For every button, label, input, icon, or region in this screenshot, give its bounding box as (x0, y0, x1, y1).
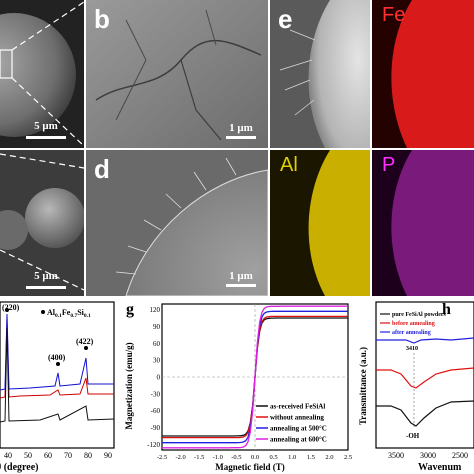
sem-image-d (86, 150, 268, 296)
p-map-image (372, 150, 474, 296)
xrd-xtick: 60 (44, 451, 52, 460)
legend-marker (41, 310, 45, 314)
ftir-panel-h: h Transmittance (a.u.) pure FeSiAl powde… (356, 298, 474, 474)
scale-label: 1 μm (229, 270, 253, 282)
peak-label-400: (400) (48, 353, 66, 362)
annotation-3410: 3410 (406, 346, 418, 352)
legend-ftir: pure FeSiAl powders (392, 312, 447, 318)
scale-label: 1 μm (229, 122, 253, 134)
g-legend-label: annealing at 600°C (270, 436, 327, 444)
peak-label-220: (220) (2, 303, 20, 312)
sem-panel-c: 5 μm (0, 150, 84, 296)
peak-marker (5, 308, 9, 312)
g-xtick: 0.0 (251, 454, 259, 461)
xrd-series-black (0, 327, 115, 423)
g-xtick: 1.0 (288, 454, 296, 461)
panel-label-h: h (442, 301, 451, 318)
xrd-xtick: 90 (104, 451, 112, 460)
xrd-xtick: 80 (84, 451, 92, 460)
sem-panel-d: d 1 μm (86, 150, 268, 296)
ftir-series-blue (376, 337, 474, 344)
scale-bar (26, 136, 66, 139)
xrd-series-blue (0, 313, 114, 391)
fe-map-image (372, 0, 474, 148)
ftir-series-red (376, 367, 474, 389)
legend-ftir: after annealing (392, 330, 431, 336)
g-xtick: -1.5 (194, 454, 204, 461)
xrd-plot: 40 50 60 70 80 90 (220) (400) (422) Al0.… (0, 301, 115, 473)
g-legend-label: without annealing (270, 414, 324, 422)
g-xtick: -2.0 (175, 454, 185, 461)
panel-label: b (94, 4, 110, 34)
element-label-p: P (382, 154, 396, 176)
g-ytick: 0 (157, 374, 161, 382)
g-ytick: 60 (153, 340, 161, 348)
g-ytick: 30 (153, 357, 161, 365)
ftir-series-black (376, 400, 474, 427)
g-ytick: -90 (151, 424, 161, 432)
scale-bar (226, 136, 256, 139)
xrd-panel: 40 50 60 70 80 90 (220) (400) (422) Al0.… (0, 298, 120, 474)
al-map-image (270, 150, 370, 296)
peak-marker (56, 362, 60, 366)
h-xlabel: Wavenum (418, 462, 462, 473)
mh-loop-chart: g Magnetization (emu/g) Magnetic field (… (124, 301, 352, 472)
g-ylabel: Magnetization (emu/g) (124, 342, 134, 429)
g-ytick: -30 (151, 390, 161, 398)
g-legend-label: annealing at 500°C (270, 425, 327, 433)
element-label-fe: Fe (382, 4, 406, 26)
g-ytick: 120 (150, 306, 161, 314)
eds-map-fe: Fe (372, 0, 474, 148)
xrd-xtick: 70 (64, 451, 72, 460)
g-series-line (162, 305, 348, 449)
xrd-legend: Al0.1Fe0.7Si0.1 (47, 308, 91, 319)
legend-ftir: before annealing (392, 321, 435, 327)
scale-label: 5 μm (34, 120, 58, 132)
sem-panel-b: b 1 μm (86, 0, 268, 148)
h-xtick: 3500 (388, 451, 404, 460)
eds-map-al: Al (270, 150, 370, 296)
g-ytick: 90 (153, 323, 161, 331)
scale-bar (26, 286, 66, 289)
h-ylabel: Transmittance (a.u.) (358, 347, 368, 425)
eds-map-p: P (372, 150, 474, 296)
xrd-xtick: 50 (24, 451, 32, 460)
peak-marker (84, 346, 88, 350)
element-label-al: Al (280, 154, 298, 176)
mh-panel-g: g Magnetization (emu/g) Magnetic field (… (122, 298, 354, 474)
g-xlabel: Magnetic field (T) (215, 462, 284, 472)
g-xtick: -0.5 (231, 454, 241, 461)
g-ytick: -120 (147, 441, 160, 449)
g-legend-label: as-received FeSiAl (270, 403, 325, 411)
panel-label: e (278, 4, 293, 34)
g-xtick: -2.5 (157, 454, 167, 461)
g-xtick: 2.5 (344, 454, 352, 461)
g-xtick: 2.0 (325, 454, 333, 461)
sem-image-c (0, 150, 84, 296)
g-ytick: -60 (151, 407, 161, 415)
xrd-xtick: 40 (4, 451, 12, 460)
peak-label-422: (422) (76, 337, 94, 346)
ftir-chart: h Transmittance (a.u.) pure FeSiAl powde… (358, 301, 474, 473)
h-xtick: 2500 (452, 451, 468, 460)
scale-bar (226, 284, 256, 287)
panel-label: d (94, 154, 110, 184)
panel-label-g: g (126, 301, 134, 318)
scale-label: 5 μm (34, 270, 58, 282)
h-xtick: 3000 (420, 451, 436, 460)
sem-panel-e: e (270, 0, 370, 148)
sem-image-e (270, 0, 370, 148)
sem-image-b (86, 0, 268, 148)
xrd-xlabel: θ (degree) (0, 462, 39, 473)
g-xtick: 1.5 (307, 454, 315, 461)
sem-panel-a: 5 μm (0, 0, 84, 148)
annotation-oh: -OH (406, 432, 420, 440)
g-xtick: -1.0 (213, 454, 223, 461)
g-xtick: 0.5 (270, 454, 278, 461)
sem-image-a (0, 0, 84, 148)
